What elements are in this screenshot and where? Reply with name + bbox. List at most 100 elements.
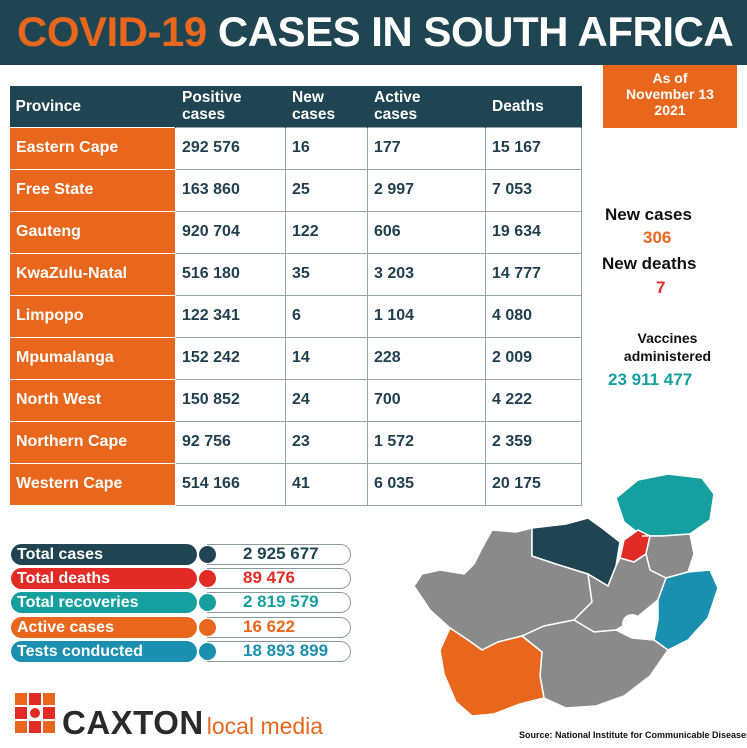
active-cases: 1 104 — [367, 294, 486, 338]
new-cases: 23 — [285, 420, 368, 464]
total-recoveries-pill: Total recoveries 2 819 579 — [11, 592, 351, 613]
title-highlight: COVID-19 — [17, 8, 207, 55]
table-row: Eastern Cape 292 576 16 177 15 167 — [9, 126, 582, 170]
deaths: 7 053 — [485, 168, 582, 212]
active-cases: 177 — [367, 126, 486, 170]
positive-cases: 292 576 — [175, 126, 286, 170]
deaths: 19 634 — [485, 210, 582, 254]
total-value: 18 893 899 — [207, 641, 351, 662]
province-name: North West — [9, 378, 176, 422]
table-header-row: Province Positive cases New cases Active ca… — [9, 86, 582, 127]
vaccines-label: Vaccines administered — [623, 330, 712, 364]
new-cases: 35 — [285, 252, 368, 296]
tests-conducted-pill: Tests conducted 18 893 899 — [11, 641, 351, 662]
deaths: 4 080 — [485, 294, 582, 338]
active-cases: 3 203 — [367, 252, 486, 296]
deaths: 4 222 — [485, 378, 582, 422]
total-value: 16 622 — [207, 617, 351, 638]
caxton-logo: CAXTON local media — [62, 704, 323, 742]
new-deaths-value: 7 — [656, 278, 666, 297]
province-name: Mpumalanga — [9, 336, 176, 380]
positive-cases: 514 166 — [175, 462, 286, 506]
new-cases-value: 306 — [643, 228, 672, 247]
map-kwazulu-natal — [653, 569, 719, 651]
active-cases: 606 — [367, 210, 486, 254]
caxton-logo-icon — [15, 693, 55, 733]
logo-sub: local media — [206, 713, 324, 739]
deaths: 2 009 — [485, 336, 582, 380]
new-cases: 122 — [285, 210, 368, 254]
positive-cases: 122 341 — [175, 294, 286, 338]
positive-cases: 920 704 — [175, 210, 286, 254]
table-row: Gauteng 920 704 122 606 19 634 — [9, 210, 582, 254]
header-positive: Positive cases — [175, 86, 286, 127]
province-name: Free State — [9, 168, 176, 212]
new-cases: 16 — [285, 126, 368, 170]
map-limpopo — [615, 473, 715, 537]
deaths: 2 359 — [485, 420, 582, 464]
new-cases: 14 — [285, 336, 368, 380]
active-cases: 2 997 — [367, 168, 486, 212]
province-name: Northern Cape — [9, 420, 176, 464]
table-row: North West 150 852 24 700 4 222 — [9, 378, 582, 422]
total-value: 2 925 677 — [207, 544, 351, 565]
table-row: Free State 163 860 25 2 997 7 053 — [9, 168, 582, 212]
source-note: Source: National Institute for Communica… — [519, 730, 747, 740]
table-row: Western Cape 514 166 41 6 035 20 175 — [9, 462, 582, 506]
province-name: Gauteng — [9, 210, 176, 254]
active-cases: 228 — [367, 336, 486, 380]
map-lesotho — [622, 614, 642, 634]
south-africa-map — [413, 473, 719, 717]
page-title: COVID-19 CASES IN SOUTH AFRICA — [17, 8, 734, 55]
active-cases: 6 035 — [367, 462, 486, 506]
province-name: Western Cape — [9, 462, 176, 506]
deaths: 20 175 — [485, 462, 582, 506]
table-row: Northern Cape 92 756 23 1 572 2 359 — [9, 420, 582, 464]
province-name: Limpopo — [9, 294, 176, 338]
positive-cases: 516 180 — [175, 252, 286, 296]
as-of-date-badge: As of November 13 2021 — [603, 65, 737, 128]
active-cases: 700 — [367, 378, 486, 422]
new-cases: 6 — [285, 294, 368, 338]
total-cases-pill: Total cases 2 925 677 — [11, 544, 351, 565]
as-of-date: November 13 — [626, 86, 714, 102]
total-label: Total cases — [11, 544, 197, 565]
new-cases-label: New cases — [605, 205, 692, 224]
province-name: KwaZulu-Natal — [9, 252, 176, 296]
new-cases: 41 — [285, 462, 368, 506]
total-label: Active cases — [11, 617, 197, 638]
map-western-cape — [439, 626, 545, 717]
as-of-line: As of — [652, 70, 688, 86]
header-new: New cases — [285, 86, 368, 127]
logo-brand: CAXTON — [62, 704, 204, 741]
deaths: 15 167 — [485, 126, 582, 170]
total-value: 2 819 579 — [207, 592, 351, 613]
deaths: 14 777 — [485, 252, 582, 296]
active-cases: 1 572 — [367, 420, 486, 464]
table-row: Limpopo 122 341 6 1 104 4 080 — [9, 294, 582, 338]
positive-cases: 152 242 — [175, 336, 286, 380]
total-label: Total deaths — [11, 568, 197, 589]
active-cases-pill: Active cases 16 622 — [11, 617, 351, 638]
title-rest: CASES IN SOUTH AFRICA — [217, 8, 734, 55]
title-banner: COVID-19 CASES IN SOUTH AFRICA — [0, 0, 747, 65]
total-label: Total recoveries — [11, 592, 197, 613]
total-value: 89 476 — [207, 568, 351, 589]
header-province: Province — [9, 86, 176, 127]
positive-cases: 92 756 — [175, 420, 286, 464]
new-deaths-label: New deaths — [602, 254, 697, 273]
total-deaths-pill: Total deaths 89 476 — [11, 568, 351, 589]
positive-cases: 150 852 — [175, 378, 286, 422]
table-row: Mpumalanga 152 242 14 228 2 009 — [9, 336, 582, 380]
province-table: Province Positive cases New cases Active ca… — [9, 86, 582, 506]
header-active: Active cases — [367, 86, 486, 127]
as-of-year: 2021 — [654, 102, 686, 118]
new-cases: 25 — [285, 168, 368, 212]
total-label: Tests conducted — [11, 641, 197, 662]
header-deaths: Deaths — [485, 86, 582, 127]
table-row: KwaZulu-Natal 516 180 35 3 203 14 777 — [9, 252, 582, 296]
positive-cases: 163 860 — [175, 168, 286, 212]
province-name: Eastern Cape — [9, 126, 176, 170]
new-cases: 24 — [285, 378, 368, 422]
vaccines-value: 23 911 477 — [608, 370, 693, 389]
